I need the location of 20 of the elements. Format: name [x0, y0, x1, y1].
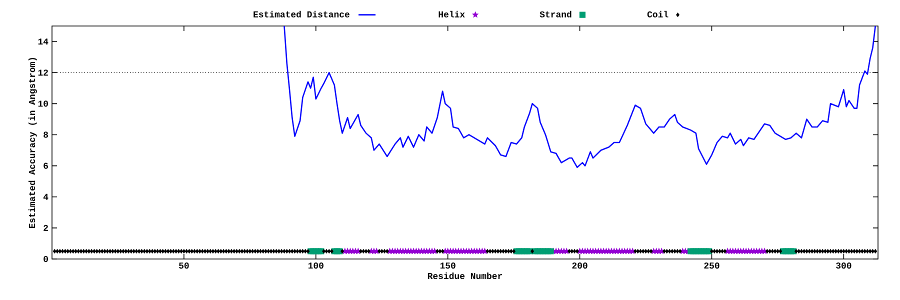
y-tick-label: 14: [38, 38, 48, 44]
y-tick-label: 8: [44, 132, 48, 138]
x-tick-label: 300: [836, 262, 852, 269]
x-tick-label: 100: [308, 262, 324, 269]
x-tick-label: 50: [179, 262, 189, 269]
y-tick-label: 6: [44, 162, 48, 169]
y-axis-title: Estimated Accuracy (in Angstrom): [28, 58, 37, 228]
y-tick-label: 2: [44, 224, 48, 231]
x-axis-title: Residue Number: [428, 272, 502, 280]
x-tick-label: 200: [572, 262, 588, 269]
legend-label: Strand: [540, 10, 572, 18]
y-tick-label: 10: [38, 100, 48, 107]
legend-label: Estimated Distance: [254, 10, 350, 18]
legend-label: Helix: [438, 10, 465, 18]
y-tick-label: 12: [38, 70, 48, 76]
x-tick-label: 150: [440, 262, 456, 269]
y-tick-label: 0: [44, 256, 48, 262]
legend-label: Coil: [647, 10, 668, 18]
y-tick-label: 4: [43, 194, 48, 200]
x-tick-label: 250: [704, 262, 720, 269]
